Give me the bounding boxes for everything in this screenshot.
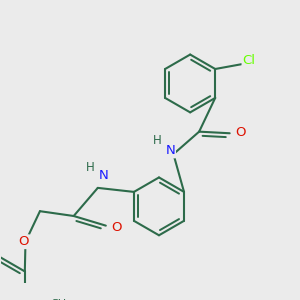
Text: O: O [235, 126, 245, 139]
Text: H: H [85, 161, 94, 174]
Text: Cl: Cl [242, 55, 255, 68]
Text: H: H [153, 134, 162, 147]
Text: N: N [98, 169, 108, 182]
Text: N: N [165, 144, 175, 158]
Text: O: O [19, 235, 29, 248]
Text: CH₃: CH₃ [51, 298, 71, 300]
Text: O: O [111, 221, 122, 234]
